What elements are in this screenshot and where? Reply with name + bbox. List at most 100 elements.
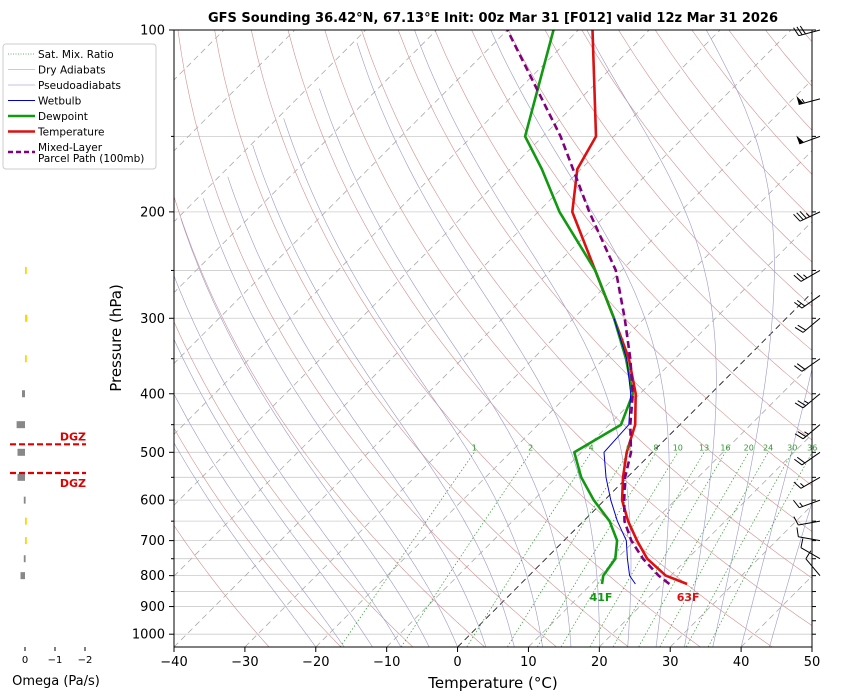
dry-adiabat bbox=[251, 30, 701, 647]
pseudoadiabat bbox=[356, 42, 600, 647]
legend-label: Mixed-Layer bbox=[38, 142, 103, 154]
y-tick-label: 800 bbox=[140, 569, 165, 584]
dry-adiabat bbox=[544, 30, 812, 351]
mixing-ratio-line bbox=[536, 452, 657, 647]
y-tick-label: 200 bbox=[140, 205, 165, 220]
omega-x-tick-label: −2 bbox=[78, 655, 93, 666]
omega-bar bbox=[23, 555, 26, 563]
pseudoadiabat bbox=[586, 30, 717, 647]
pseudoadiabat bbox=[180, 218, 430, 647]
x-tick-label: 50 bbox=[804, 655, 821, 670]
surface-dewpoint-label: 41F bbox=[590, 591, 613, 604]
dry-adiabat bbox=[174, 427, 342, 647]
omega-bar bbox=[25, 355, 27, 363]
dry-adiabat bbox=[471, 30, 812, 441]
wind-barb bbox=[794, 424, 821, 440]
wind-barb bbox=[794, 393, 821, 409]
omega-bar bbox=[25, 314, 28, 322]
dry-adiabat bbox=[287, 30, 773, 647]
x-tick-label: 0 bbox=[453, 655, 461, 670]
isotherm-line bbox=[315, 150, 812, 647]
wind-barb bbox=[794, 358, 821, 372]
legend-label: Sat. Mix. Ratio bbox=[38, 49, 114, 61]
mixing-ratio-label: 16 bbox=[720, 443, 730, 452]
omega-x-tick-label: −1 bbox=[48, 655, 63, 666]
isotherm-line bbox=[244, 79, 812, 647]
legend-label: Pseudoadiabats bbox=[38, 80, 121, 92]
wind-barb bbox=[793, 516, 821, 526]
mixing-ratio-label: 1 bbox=[472, 443, 477, 452]
pseudoadiabat bbox=[227, 176, 487, 647]
y-tick-label: 100 bbox=[140, 24, 165, 39]
omega-bar bbox=[25, 517, 27, 525]
y-axis-label: Pressure (hPa) bbox=[107, 284, 125, 392]
mixing-ratio-line bbox=[507, 452, 629, 647]
omega-bar bbox=[22, 390, 25, 398]
y-tick-label: 500 bbox=[140, 446, 165, 461]
dgz-top-label: DGZ bbox=[60, 430, 86, 443]
legend-entry: Wetbulb bbox=[8, 96, 82, 108]
omega-bar bbox=[17, 448, 25, 456]
isotherm-line bbox=[811, 646, 812, 647]
y-tick-label: 300 bbox=[140, 312, 165, 327]
wind-barb bbox=[793, 499, 821, 509]
mixing-ratio-label: 20 bbox=[744, 443, 754, 452]
dry-adiabat bbox=[839, 30, 853, 647]
legend-entry: Sat. Mix. Ratio bbox=[8, 49, 114, 61]
mixing-ratio-line bbox=[400, 452, 531, 647]
series-mixed-layer bbox=[506, 30, 671, 586]
surface-temperature-label: 63F bbox=[677, 591, 700, 604]
mixing-ratio-label: 4 bbox=[589, 443, 594, 452]
mixing-ratio-line bbox=[638, 452, 750, 647]
dry-adiabat bbox=[361, 30, 812, 579]
legend-label: Parcel Path (100mb) bbox=[38, 153, 144, 165]
omega-bar bbox=[16, 421, 25, 429]
isotherm-line bbox=[740, 575, 812, 647]
omega-bar bbox=[25, 266, 27, 274]
pseudoadiabat bbox=[174, 442, 317, 647]
dry-adiabat bbox=[508, 30, 812, 396]
legend-entry: Dry Adiabats bbox=[8, 65, 106, 77]
isotherm-line bbox=[174, 30, 792, 647]
pseudoadiabat bbox=[706, 30, 775, 647]
dry-adiabat bbox=[691, 30, 812, 175]
pseudoadiabat bbox=[174, 274, 402, 647]
isotherm-line bbox=[669, 504, 812, 647]
mixing-ratio-label: 10 bbox=[673, 443, 683, 452]
x-tick-label: −10 bbox=[373, 655, 400, 670]
dry-adiabat bbox=[801, 30, 812, 43]
isotherm-line bbox=[457, 291, 812, 647]
dry-adiabat bbox=[177, 30, 557, 647]
x-tick-label: 10 bbox=[520, 655, 537, 670]
dry-adiabat bbox=[728, 30, 812, 131]
dry-adiabat bbox=[214, 30, 629, 647]
mixing-ratio-line bbox=[589, 452, 705, 647]
pseudoadiabat bbox=[490, 30, 670, 647]
dry-adiabat bbox=[434, 30, 812, 486]
pseudoadiabat bbox=[740, 367, 812, 647]
omega-x-axis-label: Omega (Pa/s) bbox=[12, 674, 100, 689]
pseudoadiabat bbox=[202, 198, 458, 647]
profile-lines bbox=[506, 30, 688, 586]
wind-barb bbox=[794, 451, 821, 466]
wind-barb bbox=[805, 550, 821, 576]
dry-adiabat bbox=[174, 321, 414, 647]
y-tick-label: 600 bbox=[140, 494, 165, 509]
legend-entry: Dewpoint bbox=[8, 111, 88, 123]
pseudoadiabat bbox=[283, 118, 543, 647]
dry-adiabat bbox=[618, 30, 812, 263]
x-axis-label: Temperature (°C) bbox=[427, 674, 557, 692]
legend-label: Dry Adiabats bbox=[38, 65, 106, 77]
wind-barb bbox=[793, 270, 821, 282]
isotherm-line bbox=[599, 433, 812, 647]
mixing-ratio-line bbox=[685, 452, 793, 647]
pseudoadiabat bbox=[174, 338, 373, 647]
background-lines bbox=[174, 30, 853, 647]
x-tick-label: 40 bbox=[733, 655, 750, 670]
omega-bar bbox=[23, 496, 26, 504]
wind-barb bbox=[794, 295, 821, 309]
wind-barb bbox=[796, 135, 821, 145]
mixing-ratio-label: 30 bbox=[787, 443, 797, 452]
